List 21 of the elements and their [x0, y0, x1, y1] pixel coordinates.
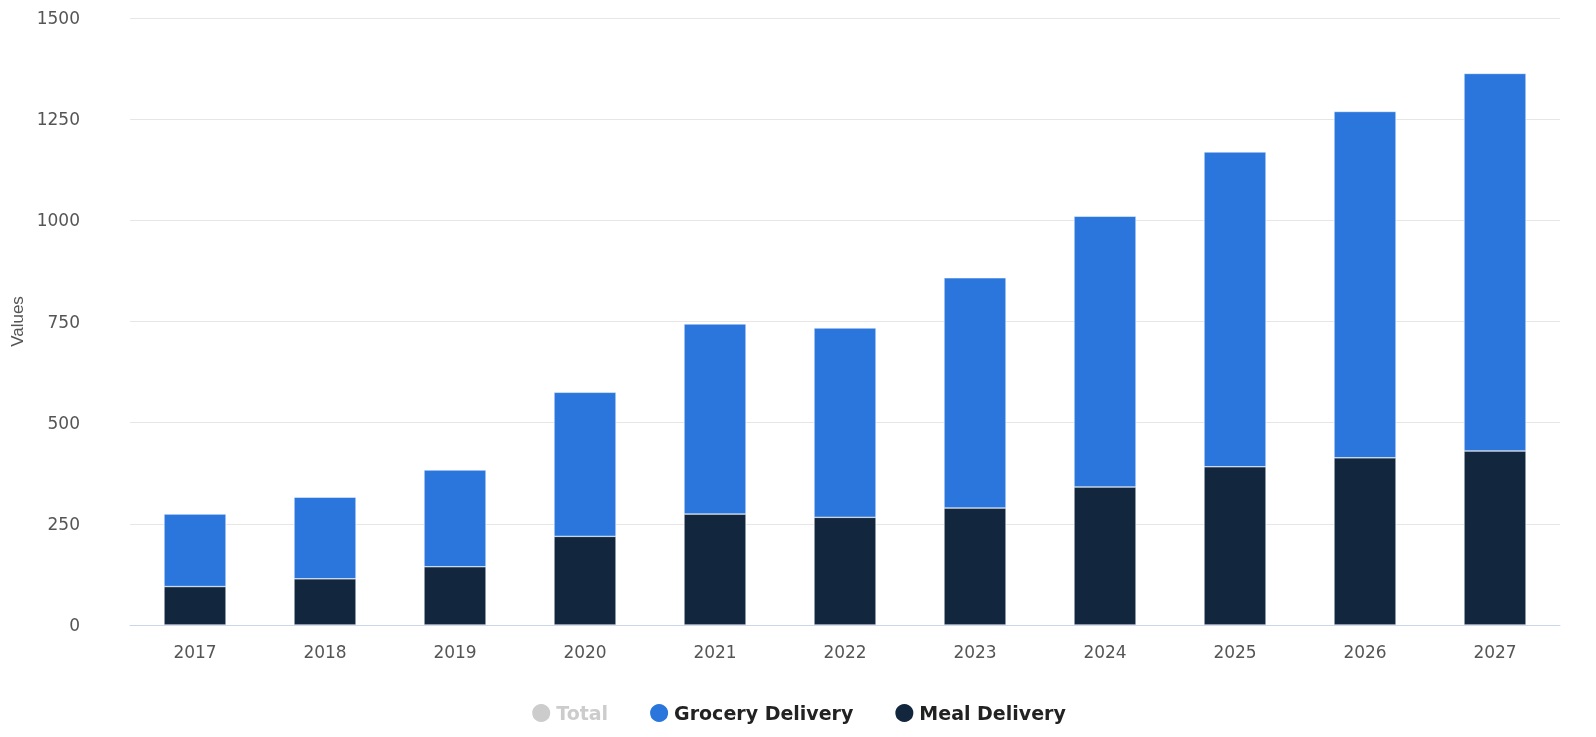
y-tick-label: 750: [47, 311, 80, 332]
legend-label: Grocery Delivery: [674, 702, 854, 724]
x-tick-label: 2018: [303, 641, 347, 662]
y-axis-title: Values: [7, 296, 27, 347]
x-tick-label: 2025: [1213, 641, 1257, 662]
x-tick-label: 2022: [823, 641, 867, 662]
legend-label: Meal Delivery: [919, 702, 1067, 724]
y-tick-label: 1250: [36, 109, 80, 130]
y-tick-label: 1500: [36, 8, 80, 28]
y-tick-label: 0: [69, 615, 80, 635]
x-tick-label: 2017: [173, 641, 217, 662]
y-tick-label: 250: [47, 513, 80, 534]
y-tick-label: 1000: [36, 210, 80, 231]
x-tick-label: 2020: [563, 641, 607, 662]
x-tick-label: 2026: [1343, 641, 1387, 662]
y-tick-label: 500: [47, 412, 80, 433]
x-tick-label: 2021: [693, 641, 737, 662]
x-tick-label: 2027: [1473, 641, 1517, 662]
x-tick-label: 2024: [1083, 641, 1127, 662]
x-tick-label: 2023: [953, 641, 997, 662]
x-tick-label: 2019: [433, 641, 477, 662]
